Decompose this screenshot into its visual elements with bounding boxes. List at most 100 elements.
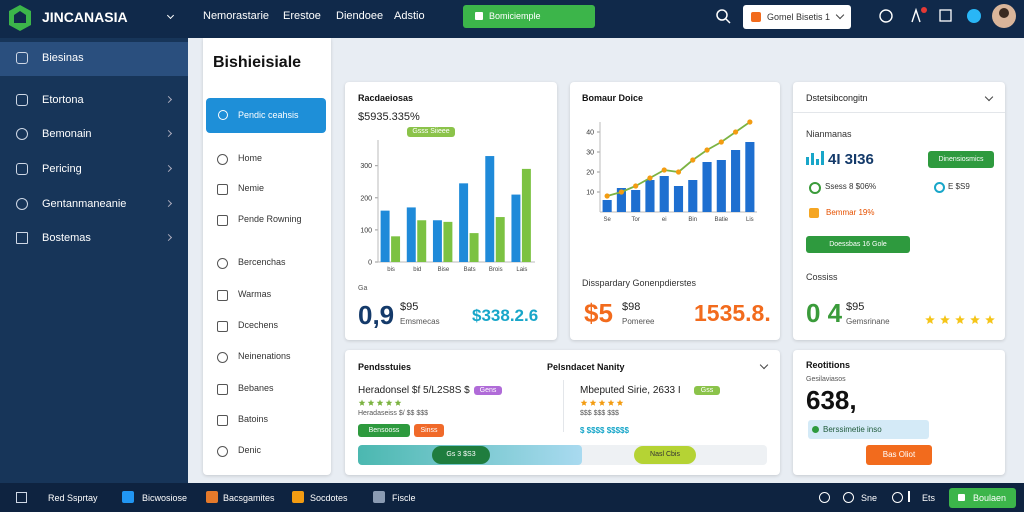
button-icon <box>475 12 483 20</box>
nav-item[interactable]: Erestoe <box>283 10 321 22</box>
list-icon <box>217 258 228 269</box>
action-button[interactable]: Bas Oliot <box>866 445 932 465</box>
top-icons <box>716 4 1016 28</box>
card-title: Pendsstuies <box>358 362 412 372</box>
item-text: Heradaseiss $/ $$ $$$ <box>358 410 429 417</box>
sidebar-active <box>0 42 188 76</box>
list-item[interactable]: Batoins <box>238 414 269 424</box>
task-item[interactable]: Bacsgamites <box>223 493 275 503</box>
accent-number: $338.2.6 <box>472 306 539 325</box>
pill-dot <box>812 426 819 433</box>
pill: Gens <box>474 386 502 395</box>
nav-item[interactable]: Diendoee <box>336 10 384 22</box>
list-icon <box>217 352 228 363</box>
stat: $98 <box>622 301 641 313</box>
caption: Cossiss <box>806 272 838 282</box>
action-button[interactable]: Bomiciemple <box>463 5 595 28</box>
pill-label: Berssimetie inso <box>823 425 882 434</box>
chevron[interactable] <box>759 360 769 370</box>
task-icon <box>819 492 830 503</box>
button-label: Boulaen <box>973 493 1007 503</box>
dropdown-icon <box>751 12 761 22</box>
tag-button[interactable]: Sinss <box>414 424 444 437</box>
card: Racdaeiosas $5935.335% Gsss Siieee Ga 0,… <box>345 82 557 340</box>
nav-item[interactable]: Adstio <box>394 10 425 22</box>
task-item[interactable]: Bicwosiose <box>142 493 188 503</box>
sidebar-item[interactable]: Pericing <box>42 163 82 175</box>
row-icon <box>809 182 821 194</box>
list-item[interactable]: Bercenchas <box>238 257 286 267</box>
sidebar-item[interactable]: Bemonain <box>42 128 92 140</box>
dropdown-label: Gomel Bisetis 1 <box>767 12 831 22</box>
list-icon <box>217 290 228 301</box>
sidebar-item[interactable]: Etortona <box>42 94 84 106</box>
card: Pendsstuies Pelsndacet Nanity Heradonsel… <box>345 350 780 475</box>
card-title: Pelsndacet Nanity <box>547 362 625 372</box>
sidebar-icon <box>16 198 28 210</box>
task-item[interactable]: Ets <box>922 493 936 503</box>
item-accent: $ $$$$ $$$$$ <box>580 426 629 435</box>
task-icon <box>292 491 304 503</box>
metric-button[interactable]: Dinensiosmics <box>928 151 994 168</box>
info-pill: Berssimetie inso <box>808 420 929 439</box>
tag-button[interactable]: Bensooss <box>358 424 410 437</box>
list-item[interactable]: Warmas <box>238 289 272 299</box>
dropdown[interactable]: Gomel Bisetis 1 <box>743 5 851 29</box>
list-icon <box>217 446 228 457</box>
task-item[interactable]: Sne <box>861 493 878 503</box>
progress-label: Nasl Cbis <box>634 446 696 464</box>
card: Reotitions Gesilaviasos 638, Berssimetie… <box>793 350 1005 475</box>
task-button[interactable]: Boulaen <box>949 488 1016 508</box>
sidebar-icon <box>16 128 28 140</box>
nav-item[interactable]: Nemorastarie <box>203 10 270 22</box>
task-item[interactable]: Fiscle <box>392 493 416 503</box>
list-icon <box>217 384 228 395</box>
task-icon <box>206 491 218 503</box>
list-icon <box>217 321 228 332</box>
sidebar-icon <box>16 163 28 175</box>
progress-label: Gs 3 $S3 <box>432 446 490 464</box>
accent-number: 1535.8. <box>694 300 771 326</box>
sidebar <box>0 38 188 483</box>
stat-label: Gemsrinane <box>846 317 890 326</box>
button-label: Bomiciemple <box>489 11 541 21</box>
button-label: Pendic ceahsis <box>238 110 299 120</box>
row-text: Ssess 8 $06% <box>825 182 877 191</box>
metric: 4I 3I36 <box>828 151 874 168</box>
list-item[interactable]: Bebanes <box>238 383 274 393</box>
chevron[interactable] <box>984 92 994 102</box>
list-item[interactable]: Dcechens <box>238 320 279 330</box>
task-item[interactable]: Red Ssprtay <box>48 493 98 503</box>
card: Bomaur Doice Disspardary Gonenpdierstes … <box>570 82 780 340</box>
list-icon <box>217 154 228 165</box>
card-title: Bomaur Doice <box>582 93 644 103</box>
sidebar-item[interactable]: Bostemas <box>42 232 91 244</box>
card-title: Dstetsibcongitn <box>806 93 868 103</box>
chevron <box>835 10 845 20</box>
stat: $95 <box>846 301 865 313</box>
stat-label: Pomeree <box>622 317 655 326</box>
taskbar: Red Ssprtay Bicwosiose Bacsgamites Socdo… <box>0 483 1024 512</box>
panel-button[interactable]: Pendic ceahsis <box>206 98 326 133</box>
list-item[interactable]: Home <box>238 153 263 163</box>
headline: $5935.335% <box>358 111 420 123</box>
sidebar-icon <box>16 232 28 244</box>
panel-title: Bishieisiale <box>213 54 302 71</box>
list-item[interactable]: Pende Rowning <box>238 214 302 224</box>
row-icon <box>934 182 945 193</box>
sidebar-item[interactable]: Biesinas <box>42 52 84 64</box>
caption: Ga <box>358 285 368 292</box>
task-item[interactable]: Socdotes <box>310 493 348 503</box>
button-icon <box>218 110 228 120</box>
task-icon <box>373 491 385 503</box>
big-number: 638, <box>806 385 857 415</box>
list-item[interactable]: Nemie <box>238 183 265 193</box>
list-item[interactable]: Denic <box>238 445 262 455</box>
list-item[interactable]: Neinenations <box>238 351 291 361</box>
task-icon <box>908 491 910 502</box>
sidebar-icon <box>16 94 28 106</box>
sidebar-item[interactable]: Gentanmaneanie <box>42 198 127 210</box>
row-text: Bemmar 19% <box>826 208 875 217</box>
big-number: 0,9 <box>358 300 395 330</box>
